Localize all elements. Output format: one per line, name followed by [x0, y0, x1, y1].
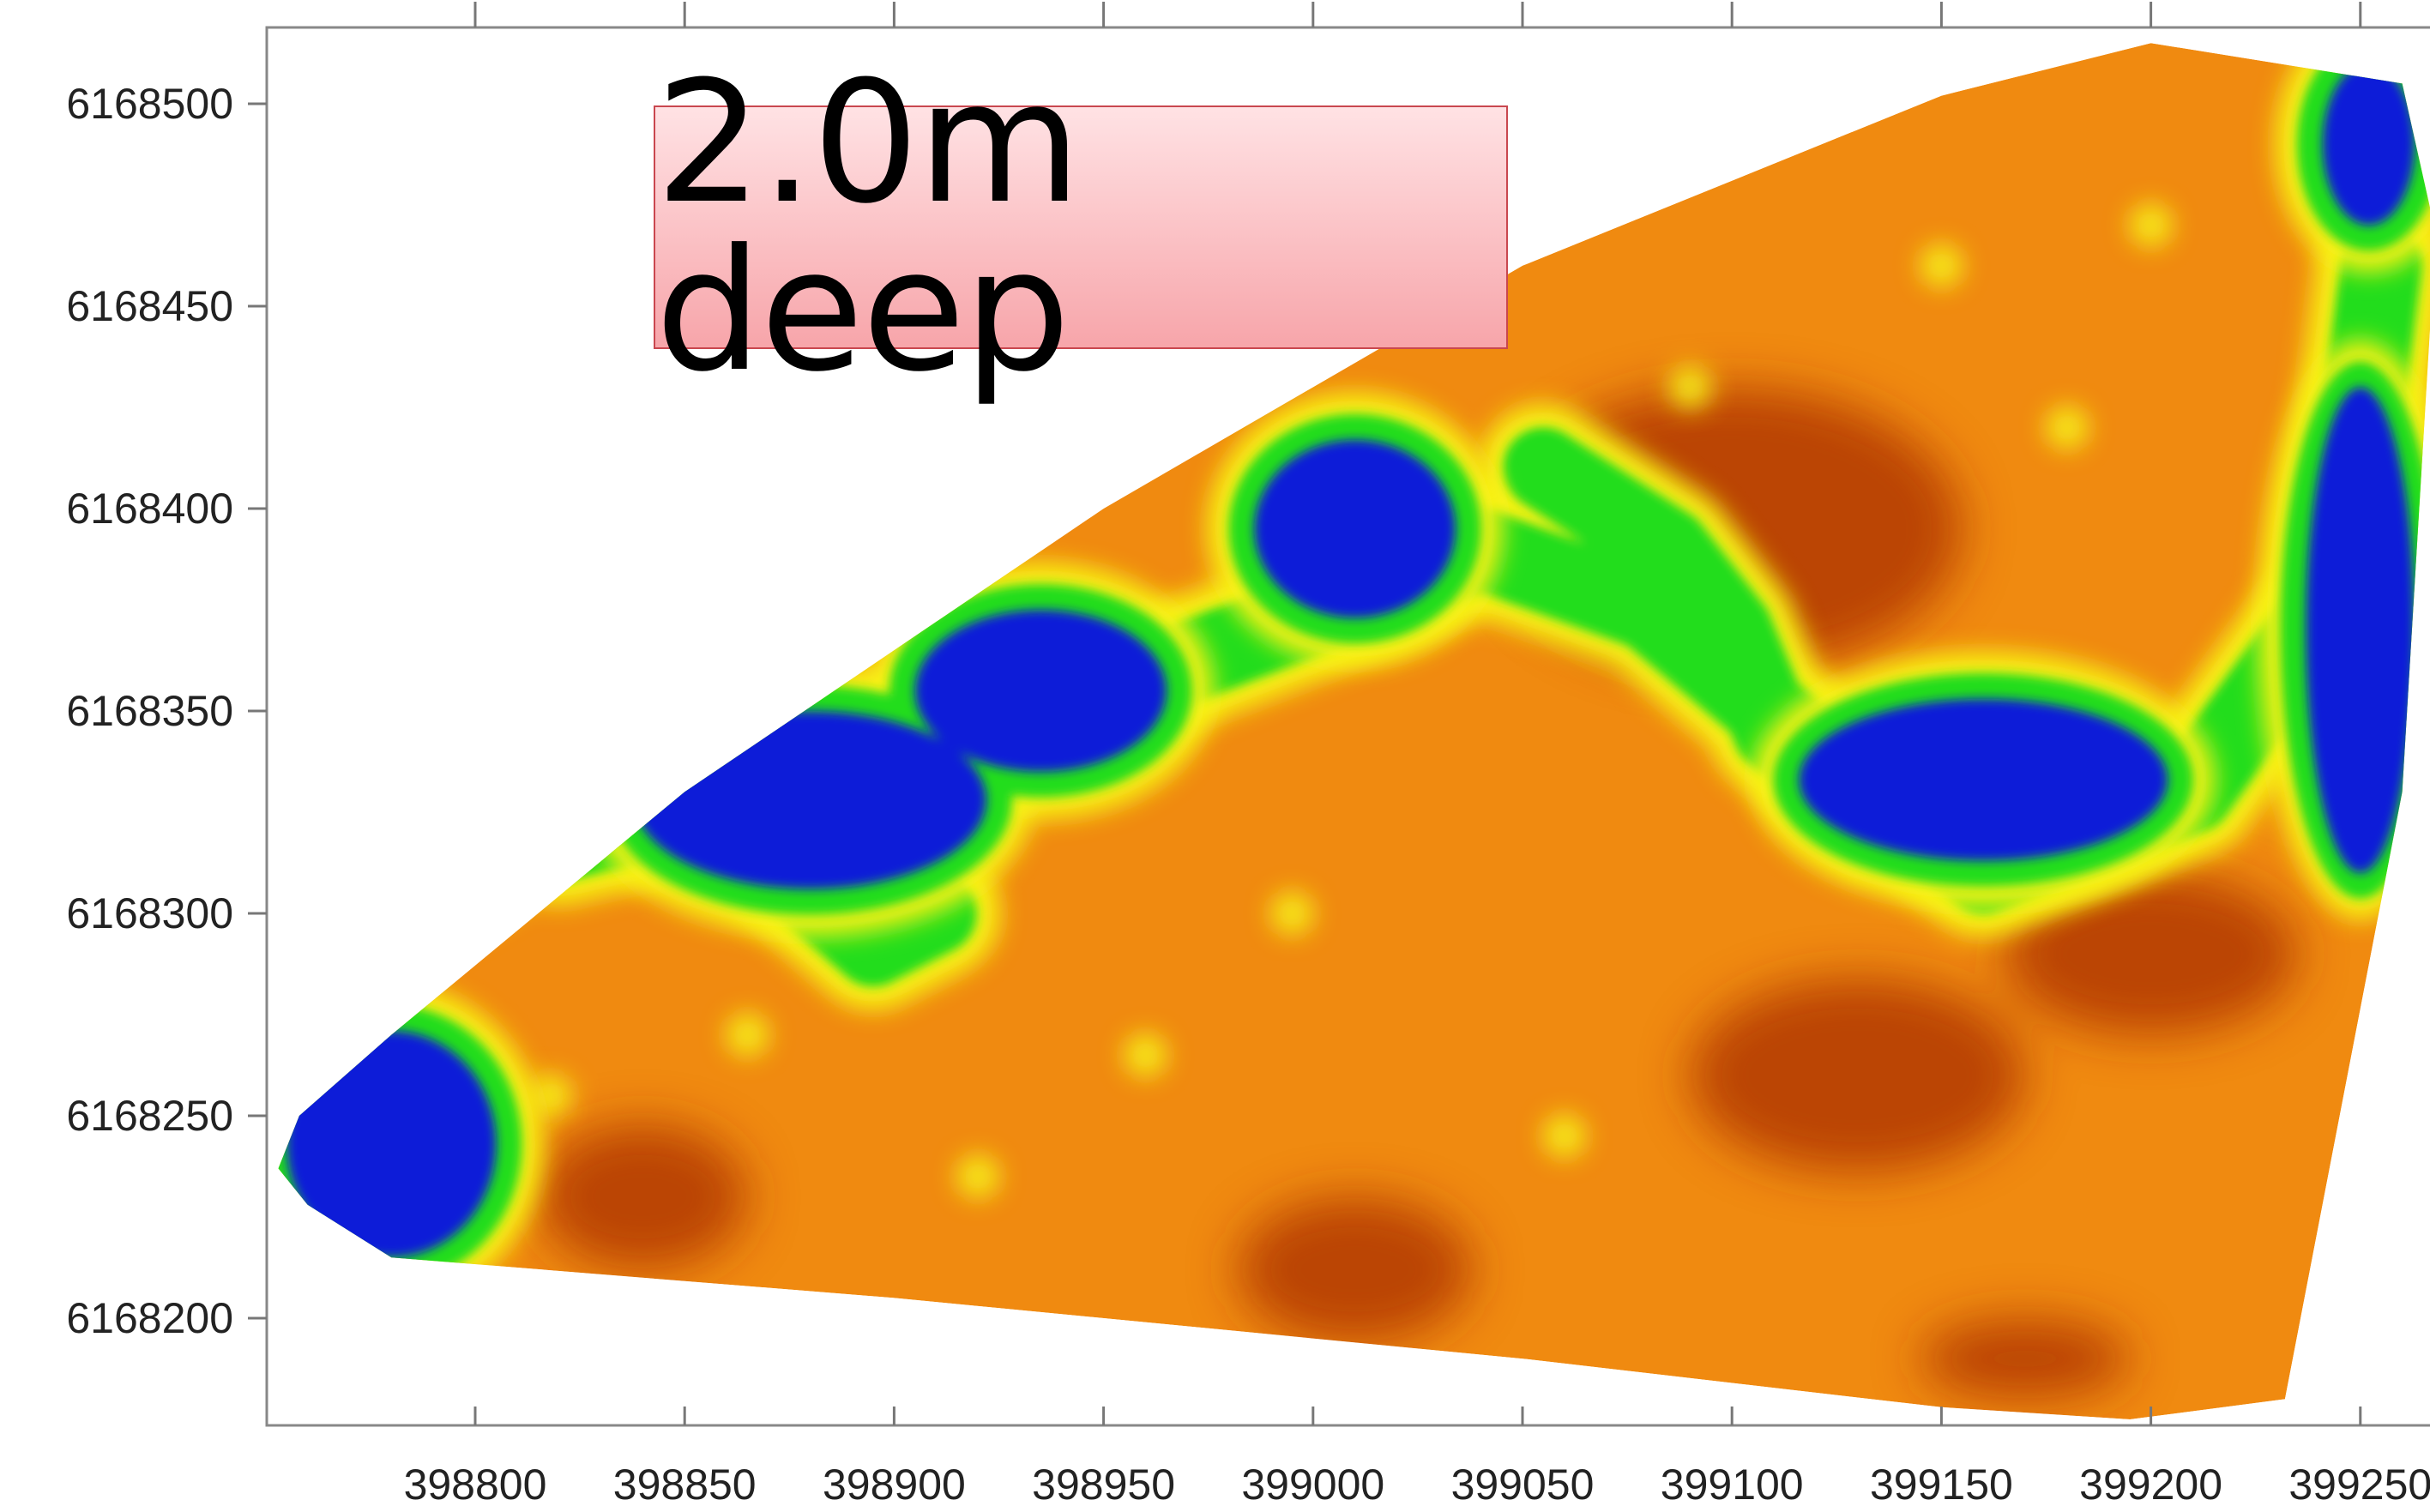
y-tick-label: 6168400 [66, 485, 233, 533]
hot-spot [528, 1073, 573, 1118]
x-tick-label: 398800 [404, 1461, 547, 1509]
y-tick-label: 6168250 [66, 1092, 233, 1140]
x-tick-label: 399150 [1870, 1461, 2013, 1509]
y-tick-label: 6168200 [66, 1294, 233, 1342]
high-zone [538, 1123, 748, 1270]
hot-spot [725, 1012, 770, 1057]
high-zone [1237, 1196, 1473, 1343]
hot-spot [1123, 1033, 1168, 1078]
low-zone [1254, 439, 1456, 618]
hot-spot [956, 1154, 1001, 1199]
low-zone [2306, 387, 2415, 873]
x-tick-label: 399050 [1451, 1461, 1595, 1509]
x-tick-label: 399200 [2079, 1461, 2222, 1509]
x-tick-label: 398950 [1032, 1461, 1175, 1509]
low-zone [1799, 698, 2168, 861]
high-zone [2004, 872, 2298, 1035]
x-tick-label: 399000 [1241, 1461, 1384, 1509]
hot-spot [2128, 202, 2174, 248]
chart-title-box: 2.0m deep [654, 59, 1508, 395]
x-tick-label: 399250 [2288, 1461, 2430, 1509]
hot-spot [1269, 891, 1315, 936]
low-zone [2322, 63, 2415, 226]
high-zone [1920, 1318, 2131, 1400]
y-tick-label: 6168450 [66, 282, 233, 330]
y-tick-label: 6168300 [66, 889, 233, 937]
low-zone [914, 610, 1167, 772]
y-tick-label: 6168350 [66, 687, 233, 735]
hot-spot [2317, 1336, 2362, 1382]
low-zone [286, 1030, 497, 1258]
x-tick-label: 398850 [613, 1461, 757, 1509]
high-zone [1690, 978, 2026, 1173]
plot-frame [265, 26, 2430, 1427]
y-tick-label: 6168500 [66, 80, 233, 128]
axes: 398800 398850 398900 398950 399000 399050 3991… [66, 2, 2430, 1509]
x-tick-label: 398900 [823, 1461, 966, 1509]
hot-spot [1919, 243, 1964, 288]
hot-spot [1667, 364, 1713, 410]
chart-title: 2.0m deep [655, 45, 1082, 409]
x-tick-label: 399100 [1661, 1461, 1804, 1509]
hot-spot [1541, 1113, 1587, 1159]
low-zone [634, 711, 986, 889]
hot-spot [2044, 405, 2089, 450]
